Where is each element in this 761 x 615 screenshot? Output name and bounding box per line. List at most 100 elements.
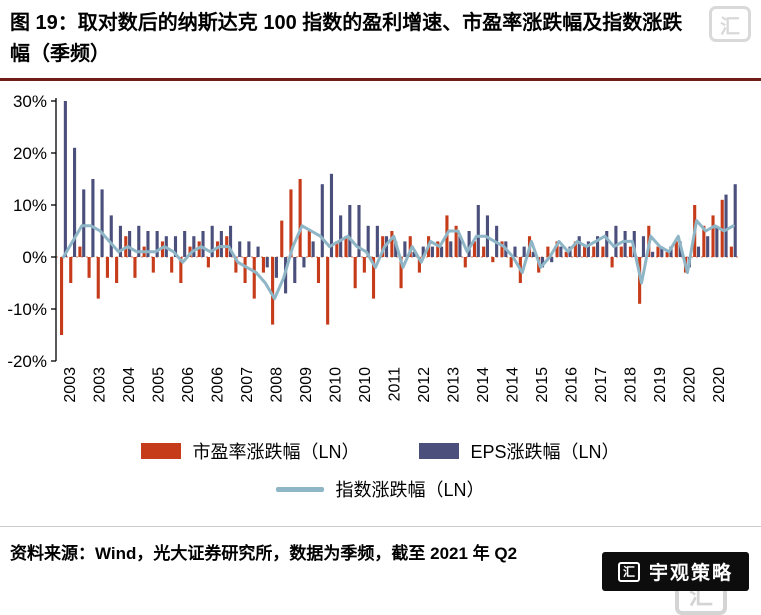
bar-pe (261, 257, 265, 273)
figure-page: 图 19：取对数后的纳斯达克 100 指数的盈利增速、市盈率涨跌幅及指数涨跌幅（… (0, 6, 761, 615)
bar-pe (344, 236, 348, 257)
bar-pe (133, 257, 137, 278)
bar-pe (619, 246, 623, 257)
bar-eps (302, 257, 306, 268)
legend-swatch-pe (141, 443, 182, 459)
bar-pe (583, 246, 587, 257)
bar-pe (729, 246, 733, 257)
bar-eps (449, 241, 453, 257)
bar-eps (219, 231, 223, 257)
yuguan-celue-badge: 汇 宇观策略 (601, 552, 749, 591)
gelonghui-watermark-icon: 汇 (709, 6, 751, 42)
badge-label: 宇观策略 (648, 563, 733, 584)
bar-eps (320, 184, 324, 257)
bar-pe (289, 189, 293, 257)
bar-eps (623, 231, 627, 257)
x-tick-label: 2018 (623, 367, 640, 403)
bar-eps (440, 246, 444, 257)
bar-pe (69, 257, 73, 283)
legend-label-pe: 市盈率涨跌幅（LN） (192, 442, 360, 462)
bar-eps (228, 225, 233, 257)
chart-legend: 市盈率涨跌幅（LN） EPS涨跌幅（LN） 指数涨跌幅（LN） (0, 438, 761, 502)
bar-pe (206, 257, 210, 268)
bar-pe (454, 225, 458, 257)
bar-eps (430, 246, 434, 257)
bar-eps (421, 246, 425, 257)
legend-item-index: 指数涨跌幅（LN） (276, 476, 485, 502)
x-tick-label: 2014 (505, 367, 522, 403)
y-tick-label: -20% (7, 352, 47, 371)
bar-pe (271, 257, 275, 325)
bar-eps (696, 246, 701, 257)
bar-eps (247, 241, 251, 257)
bar-pe (105, 257, 109, 278)
bar-eps (403, 241, 407, 257)
bar-eps (72, 147, 77, 257)
bar-pe (326, 257, 330, 325)
bar-eps (100, 189, 104, 257)
bar-eps (128, 231, 132, 257)
bar-pe (399, 257, 403, 289)
bar-eps (412, 251, 416, 257)
bar-eps (596, 236, 600, 257)
x-tick-label: 2017 (593, 367, 610, 403)
footer-rule (0, 526, 761, 527)
bar-pe (656, 246, 660, 257)
bar-eps (733, 184, 737, 257)
bar-pe (170, 257, 174, 273)
bar-eps (192, 236, 196, 257)
bar-pe (555, 241, 559, 257)
bar-pe (436, 241, 440, 257)
bar-eps (375, 225, 379, 257)
bar-eps (357, 205, 361, 257)
bar-pe (601, 246, 605, 257)
gelonghui-badge-icon: 汇 (617, 561, 640, 582)
bar-pe (87, 257, 91, 278)
bar-pe (628, 246, 633, 257)
x-tick-label: 2005 (150, 367, 167, 403)
bar-pe (298, 179, 302, 257)
bar-pe (96, 257, 100, 299)
x-tick-label: 2010 (327, 367, 344, 403)
chart-svg: 30% 20% 10% 0% -10% -20% 2003 2003 2004 2005 2006 2… (7, 92, 741, 403)
bar-eps (660, 246, 664, 257)
bar-pe (115, 257, 119, 283)
bar-eps (238, 241, 242, 257)
bar-pe (665, 251, 669, 257)
bar-eps (394, 241, 398, 257)
x-tick-label: 2013 (446, 367, 463, 403)
x-tick-label: 2015 (534, 367, 551, 403)
bar-eps (348, 205, 352, 257)
bar-pe (417, 257, 421, 273)
index-line (61, 219, 735, 301)
x-tick-label: 2008 (268, 367, 285, 403)
x-tick-label: 2019 (652, 367, 669, 403)
bar-eps (458, 236, 462, 257)
bar-eps (550, 257, 554, 263)
bar-pe (381, 236, 385, 257)
x-tick-label: 2007 (239, 367, 256, 403)
bar-pe (280, 220, 284, 257)
legend-label-eps: EPS涨跌幅（LN） (470, 442, 620, 462)
chart-area: 30% 20% 10% 0% -10% -20% 2003 2003 2004 2005 2006 2… (0, 92, 761, 430)
bar-pe (78, 246, 82, 257)
gelonghui-logo-box: 汇 (709, 6, 751, 42)
y-tick-label: 30% (13, 93, 47, 111)
legend-row-1: 市盈率涨跌幅（LN） EPS涨跌幅（LN） (141, 438, 620, 464)
bar-pe (316, 257, 321, 283)
gelonghui-glyph: 汇 (720, 15, 740, 38)
bar-pe (463, 257, 467, 268)
bar-eps (329, 173, 334, 257)
bar-eps (605, 231, 609, 257)
bar-eps (715, 225, 719, 257)
bar-eps (366, 225, 370, 257)
bar-pe (335, 241, 339, 257)
bar-pe (307, 231, 311, 257)
badge-icon-glyph: 汇 (622, 565, 635, 579)
bar-eps (724, 194, 728, 257)
title-rule (0, 78, 761, 81)
x-tick-label: 2020 (682, 367, 699, 403)
bar-eps (311, 241, 315, 257)
bar-pe (711, 215, 715, 257)
bar-eps (109, 215, 113, 257)
